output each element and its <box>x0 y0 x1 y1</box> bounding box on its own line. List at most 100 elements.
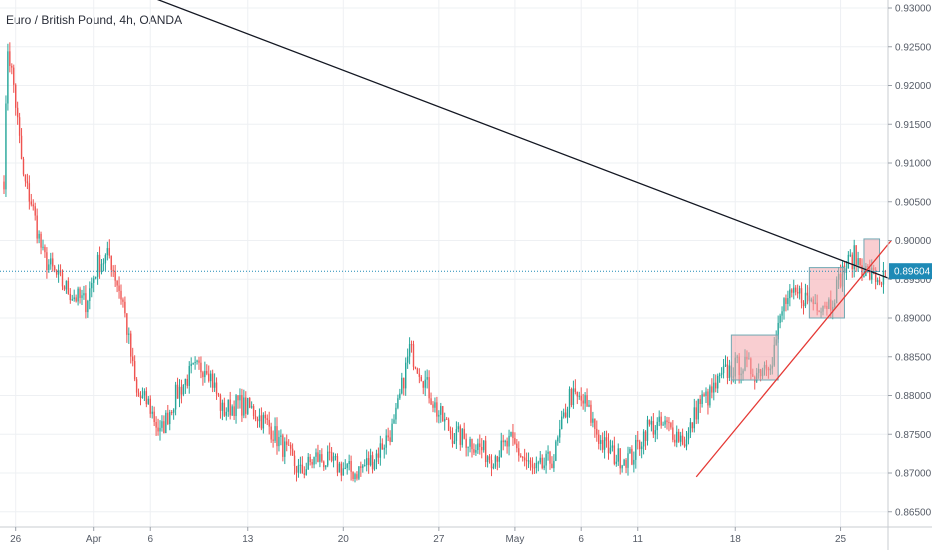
candle-body <box>40 233 42 248</box>
candle-body <box>186 378 188 386</box>
candle-body <box>55 270 58 275</box>
candle-body <box>676 431 678 443</box>
candle-body <box>724 364 727 367</box>
candle-body <box>243 397 245 416</box>
candle-body <box>289 444 292 449</box>
candle-body <box>190 363 192 367</box>
candle-body <box>227 399 229 412</box>
candle-body <box>500 440 502 458</box>
candle-body <box>98 254 101 273</box>
candle-body <box>857 258 859 265</box>
y-tick-label: 0.88000 <box>895 391 932 402</box>
candle-body <box>239 395 241 401</box>
candle-body <box>687 432 690 440</box>
candle-body <box>525 460 528 462</box>
candle-body <box>401 377 403 394</box>
candle-body <box>254 416 257 419</box>
candle-body <box>165 412 167 434</box>
candle-body <box>648 419 651 425</box>
candle-body <box>130 333 132 357</box>
candle-body <box>223 402 226 416</box>
candle-body <box>211 373 214 388</box>
candle-body <box>791 289 793 293</box>
candle-body <box>444 418 446 422</box>
candle-body <box>377 453 380 458</box>
candle-body <box>274 426 276 441</box>
candle-body <box>674 439 676 443</box>
candle-body <box>245 397 247 414</box>
candle-body <box>65 280 68 290</box>
candle-body <box>537 462 539 464</box>
candles <box>3 42 887 483</box>
candle-body <box>325 465 327 468</box>
candle-body <box>535 463 538 469</box>
candle-body <box>169 412 171 425</box>
candle-body <box>785 298 787 304</box>
candle-body <box>668 422 670 424</box>
candle-body <box>20 135 23 159</box>
candle-body <box>354 474 356 480</box>
candle-body <box>219 395 222 411</box>
candle-body <box>135 379 138 393</box>
candle-body <box>533 467 536 469</box>
candle-body <box>96 254 99 277</box>
candle-body <box>847 254 850 269</box>
candle-body <box>514 438 516 444</box>
candle-body <box>91 282 93 289</box>
candle-body <box>36 215 38 239</box>
candle-body <box>876 280 879 282</box>
candle-body <box>63 286 66 290</box>
candle-body <box>104 255 107 264</box>
candle-body <box>155 421 157 428</box>
candle-body <box>777 322 779 340</box>
candle-body <box>804 292 807 307</box>
candle-body <box>549 451 551 464</box>
candle-body <box>34 206 36 216</box>
candle-body <box>145 391 148 405</box>
candle-body <box>110 255 112 270</box>
candle-body <box>457 426 460 430</box>
x-tick-label: 6 <box>578 534 584 545</box>
candle-body <box>202 372 204 378</box>
candle-body <box>132 356 134 362</box>
y-tick-label: 0.92500 <box>895 42 932 53</box>
candle-body <box>67 280 70 294</box>
candle-body <box>7 51 9 104</box>
candle-body <box>715 382 717 389</box>
candle-body <box>167 412 169 425</box>
candle-body <box>436 402 438 417</box>
candle-body <box>516 443 518 449</box>
candle-body <box>332 456 335 461</box>
x-tick-label: 13 <box>242 534 254 545</box>
candle-body <box>662 424 664 426</box>
candle-body <box>118 285 120 291</box>
candle-body <box>272 439 274 441</box>
candle-body <box>642 431 645 447</box>
candle-body <box>635 440 637 460</box>
candle-body <box>547 451 549 454</box>
candle-body <box>664 420 666 425</box>
candle-body <box>623 459 625 466</box>
candle-body <box>880 283 883 285</box>
candle-body <box>233 406 235 416</box>
candle-body <box>607 440 610 454</box>
candle-body <box>262 414 265 429</box>
candle-body <box>627 453 629 468</box>
candle-body <box>459 426 461 445</box>
y-tick-label: 0.86500 <box>895 507 932 518</box>
candle-body <box>693 407 695 429</box>
candle-body <box>89 288 91 301</box>
candle-body <box>280 435 282 437</box>
candle-body <box>309 456 311 463</box>
candle-body <box>379 443 382 458</box>
candle-body <box>367 458 370 466</box>
candle-body <box>473 449 475 453</box>
candle-body <box>171 412 173 414</box>
candle-body <box>652 421 655 435</box>
candle-body <box>122 299 124 302</box>
y-tick-label: 0.91000 <box>895 159 932 170</box>
support-trendline <box>695 240 892 478</box>
candle-body <box>356 474 358 479</box>
candle-body <box>180 386 183 395</box>
